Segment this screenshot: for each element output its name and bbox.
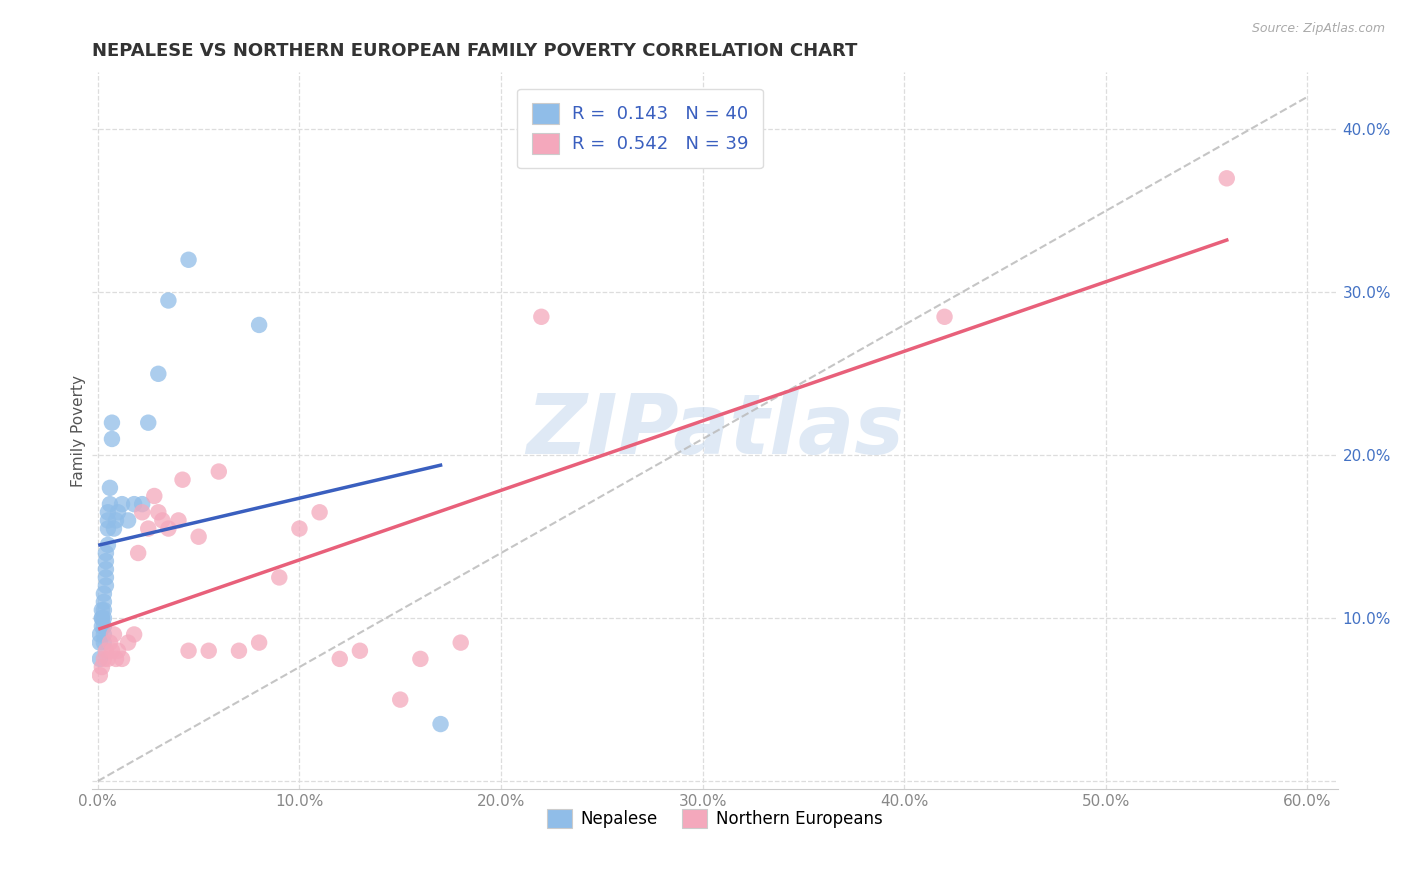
Point (93, 635, 115, 649)
Point (103, 522, 125, 536)
Point (136, 522, 159, 536)
Y-axis label: Family Poverty: Family Poverty (72, 375, 86, 487)
Point (177, 644, 200, 658)
Point (94, 546, 117, 560)
Point (93, 603, 115, 617)
Point (247, 318, 270, 332)
Point (94, 578, 117, 592)
Point (93, 627, 115, 641)
Point (101, 432, 124, 446)
Point (247, 635, 270, 649)
Point (90, 611, 112, 625)
Point (89, 652, 111, 666)
Point (136, 416, 159, 430)
Point (143, 489, 166, 503)
Point (197, 644, 219, 658)
Point (187, 530, 209, 544)
Point (107, 505, 129, 519)
Point (97, 505, 120, 519)
Point (167, 513, 190, 527)
Text: Source: ZipAtlas.com: Source: ZipAtlas.com (1251, 22, 1385, 36)
Point (288, 522, 311, 536)
Point (104, 513, 127, 527)
Point (127, 546, 149, 560)
Point (389, 692, 412, 706)
Point (111, 652, 134, 666)
Point (228, 644, 250, 658)
Point (93, 611, 115, 625)
Point (97, 513, 120, 527)
Point (97, 652, 120, 666)
Point (172, 473, 194, 487)
Point (148, 367, 170, 381)
Point (429, 717, 451, 731)
Point (94, 644, 117, 658)
Point (90, 611, 112, 625)
Point (93, 619, 115, 633)
Point (1216, 171, 1239, 186)
Point (157, 293, 180, 308)
Point (90, 603, 112, 617)
Point (94, 570, 117, 584)
Point (269, 570, 291, 584)
Point (94, 554, 117, 568)
Text: ZIPatlas: ZIPatlas (526, 391, 904, 471)
Point (101, 416, 124, 430)
Point (117, 635, 139, 649)
Point (329, 652, 352, 666)
Point (177, 252, 200, 267)
Point (90, 619, 112, 633)
Point (89, 627, 111, 641)
Point (104, 652, 127, 666)
Point (150, 513, 173, 527)
Point (131, 505, 153, 519)
Point (308, 505, 330, 519)
Point (208, 465, 231, 479)
Point (98, 481, 121, 495)
Point (101, 644, 124, 658)
Point (89, 668, 111, 682)
Point (450, 635, 472, 649)
Point (93, 587, 115, 601)
Point (409, 652, 432, 666)
Point (107, 644, 129, 658)
Point (148, 505, 170, 519)
Point (97, 538, 120, 552)
Point (97, 522, 120, 536)
Point (93, 652, 115, 666)
Point (934, 310, 956, 324)
Point (530, 310, 553, 324)
Text: NEPALESE VS NORTHERN EUROPEAN FAMILY POVERTY CORRELATION CHART: NEPALESE VS NORTHERN EUROPEAN FAMILY POV… (91, 42, 858, 60)
Point (117, 513, 139, 527)
Point (157, 522, 180, 536)
Point (93, 595, 115, 609)
Point (90, 660, 112, 674)
Point (89, 635, 111, 649)
Legend: Nepalese, Northern Europeans: Nepalese, Northern Europeans (540, 802, 889, 835)
Point (98, 497, 121, 511)
Point (122, 627, 145, 641)
Point (103, 627, 125, 641)
Point (122, 497, 145, 511)
Point (111, 497, 134, 511)
Point (349, 644, 371, 658)
Point (131, 497, 153, 511)
Point (98, 635, 121, 649)
Point (94, 562, 117, 576)
